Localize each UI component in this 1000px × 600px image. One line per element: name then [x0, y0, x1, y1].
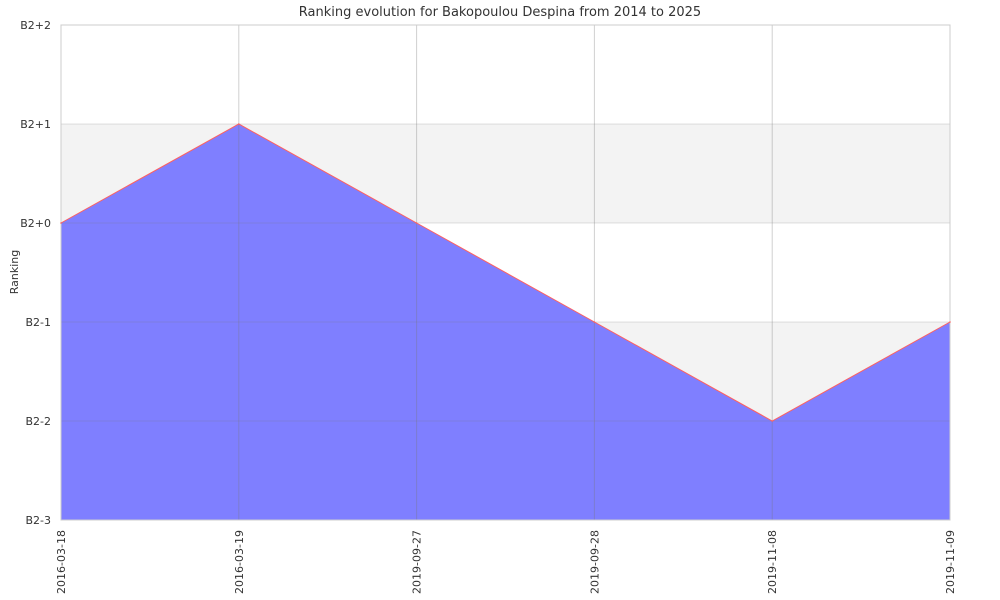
y-tick-label: B2-3	[25, 514, 51, 527]
x-tick-label: 2019-09-28	[588, 530, 601, 594]
x-tick-label: 2016-03-18	[55, 530, 68, 594]
data-point	[415, 222, 418, 224]
x-tick-label: 2019-11-08	[766, 530, 779, 594]
chart-title: Ranking evolution for Bakopoulou Despina…	[299, 5, 701, 20]
x-tick-label: 2019-11-09	[944, 530, 957, 594]
data-point	[238, 123, 240, 125]
data-point	[949, 321, 951, 323]
y-tick-label: B2+1	[20, 118, 51, 131]
x-tick-label: 2016-03-19	[233, 530, 246, 594]
line-layer	[60, 123, 951, 422]
series-area	[61, 124, 950, 520]
x-axis-ticks: 2016-03-18 2016-03-19 2019-09-27 2019-09-28…	[55, 530, 957, 594]
area-layer	[61, 124, 950, 520]
data-point	[60, 222, 62, 224]
plot-border	[60, 24, 951, 521]
x-tick-label: 2019-09-27	[411, 530, 424, 594]
data-point	[771, 420, 773, 422]
series-line	[60, 123, 951, 422]
data-point	[593, 321, 596, 323]
y-tick-label: B2-2	[25, 415, 51, 428]
y-axis-ticks: B2-3 B2-2 B2-1 B2+0 B2+1 B2+2	[20, 19, 51, 527]
y-tick-label: B2-1	[25, 316, 51, 329]
y-tick-label: B2+0	[20, 217, 51, 230]
y-axis-label: Ranking	[8, 250, 21, 295]
y-tick-label: B2+2	[20, 19, 51, 32]
grid-lines	[60, 24, 951, 521]
